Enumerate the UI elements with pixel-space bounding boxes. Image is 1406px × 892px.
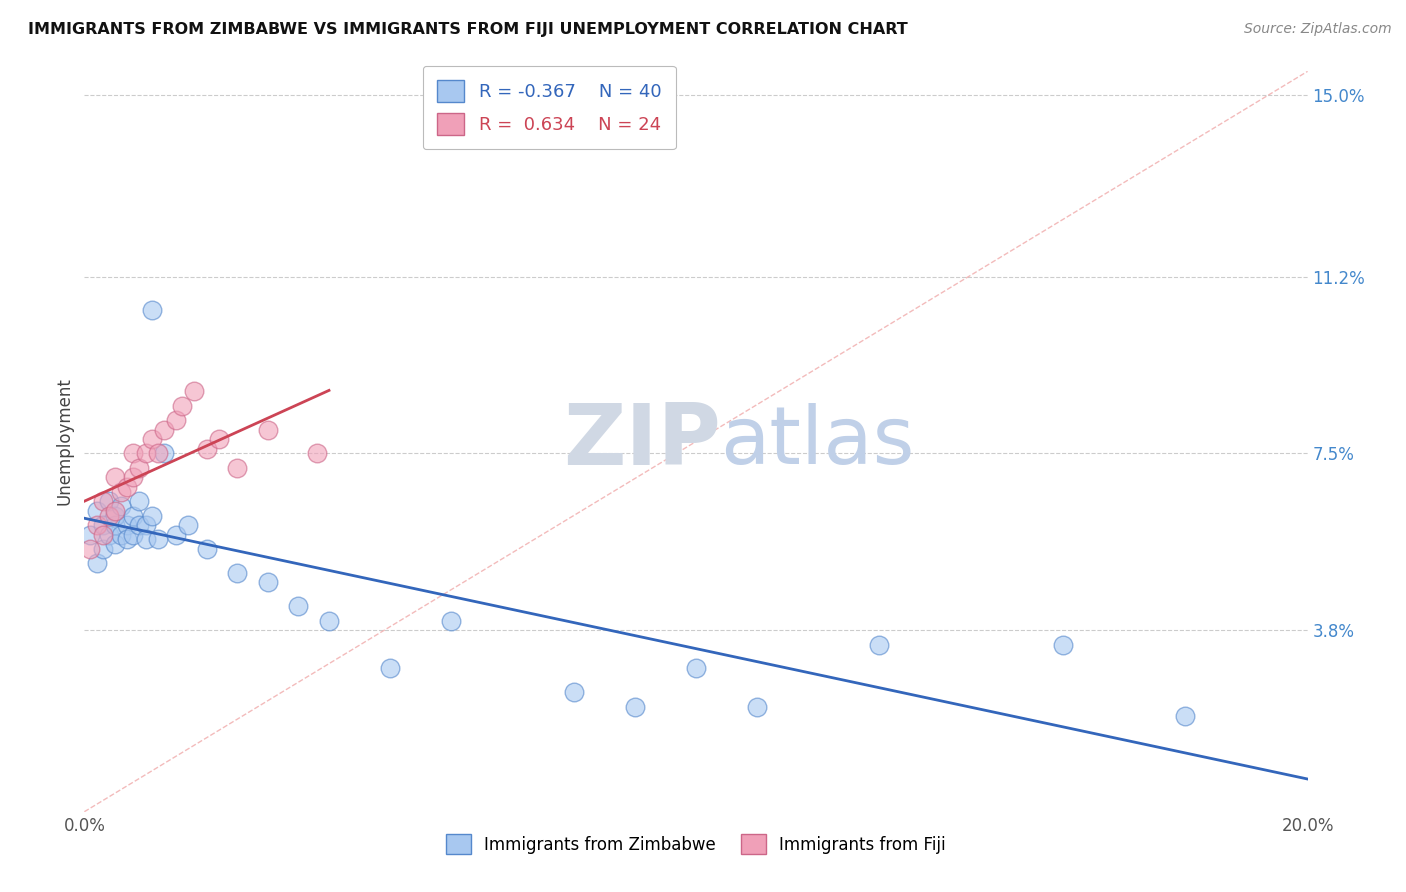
Point <box>135 533 157 547</box>
Point <box>195 541 218 556</box>
Point <box>257 423 280 437</box>
Point <box>86 518 108 533</box>
Text: IMMIGRANTS FROM ZIMBABWE VS IMMIGRANTS FROM FIJI UNEMPLOYMENT CORRELATION CHART: IMMIGRANTS FROM ZIMBABWE VS IMMIGRANTS F… <box>28 22 908 37</box>
Point <box>141 508 163 523</box>
Point <box>226 460 249 475</box>
Point <box>146 446 169 460</box>
Point <box>128 460 150 475</box>
Point <box>110 484 132 499</box>
Point <box>91 541 114 556</box>
Point <box>208 432 231 446</box>
Y-axis label: Unemployment: Unemployment <box>55 377 73 506</box>
Point <box>115 518 138 533</box>
Point <box>97 527 120 541</box>
Point <box>318 614 340 628</box>
Point <box>135 518 157 533</box>
Point <box>128 518 150 533</box>
Point <box>135 446 157 460</box>
Point <box>122 446 145 460</box>
Point <box>122 508 145 523</box>
Point <box>86 504 108 518</box>
Point <box>165 527 187 541</box>
Point <box>79 527 101 541</box>
Text: atlas: atlas <box>720 402 915 481</box>
Point <box>1174 709 1197 723</box>
Point <box>287 599 309 614</box>
Point <box>97 508 120 523</box>
Point <box>110 527 132 541</box>
Point <box>685 661 707 675</box>
Point <box>91 527 114 541</box>
Point <box>177 518 200 533</box>
Point <box>97 494 120 508</box>
Point <box>115 533 138 547</box>
Point <box>91 494 114 508</box>
Point <box>128 494 150 508</box>
Point <box>91 518 114 533</box>
Point <box>305 446 328 460</box>
Point <box>104 518 127 533</box>
Point <box>1052 638 1074 652</box>
Point <box>122 470 145 484</box>
Point <box>86 557 108 571</box>
Point <box>172 399 194 413</box>
Point <box>226 566 249 580</box>
Point <box>153 423 176 437</box>
Text: Source: ZipAtlas.com: Source: ZipAtlas.com <box>1244 22 1392 37</box>
Point <box>122 527 145 541</box>
Point <box>165 413 187 427</box>
Point <box>104 504 127 518</box>
Point <box>104 470 127 484</box>
Point <box>562 685 585 699</box>
Point <box>183 384 205 399</box>
Point <box>624 699 647 714</box>
Point <box>115 480 138 494</box>
Point <box>869 638 891 652</box>
Point <box>440 614 463 628</box>
Point <box>747 699 769 714</box>
Point <box>104 508 127 523</box>
Legend: Immigrants from Zimbabwe, Immigrants from Fiji: Immigrants from Zimbabwe, Immigrants fro… <box>437 826 955 863</box>
Text: ZIP: ZIP <box>562 400 720 483</box>
Point <box>257 575 280 590</box>
Point <box>380 661 402 675</box>
Point <box>104 537 127 551</box>
Point <box>195 442 218 456</box>
Point <box>141 303 163 318</box>
Point <box>79 541 101 556</box>
Point <box>110 499 132 513</box>
Point <box>153 446 176 460</box>
Point <box>146 533 169 547</box>
Point <box>141 432 163 446</box>
